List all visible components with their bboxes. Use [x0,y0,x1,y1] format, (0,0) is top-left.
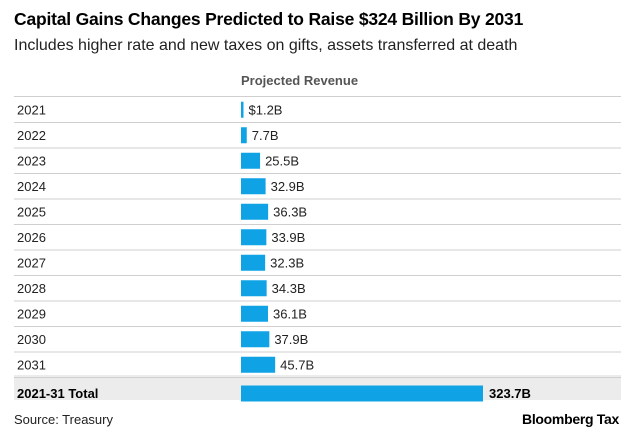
value-label: 32.9B [271,179,305,194]
value-label: 25.5B [265,153,299,168]
bar [241,280,267,297]
bar [241,203,269,220]
bar [241,356,276,373]
total-bar [241,385,483,402]
bar-chart: 2021 $1.2B 2022 7.7B 2023 25.5B 2024 32.9B 2025 3… [14,101,621,402]
category-label: 2025 [17,204,46,219]
bar [241,178,266,195]
bar [241,229,267,246]
category-label: 2028 [17,281,46,296]
bar [241,254,266,271]
chart-subtitle: Includes higher rate and new taxes on gi… [14,37,518,54]
bar [241,127,247,144]
bar [241,331,270,348]
bar [241,101,244,118]
value-label: $1.2B [249,102,283,117]
value-label: 32.3B [270,255,304,270]
category-label: 2031 [17,357,46,372]
brand-logo: Bloomberg Tax [522,411,619,427]
chart-title: Capital Gains Changes Predicted to Raise… [14,9,524,29]
value-label: 34.3B [272,281,306,296]
header-rule [14,96,621,97]
value-label: 45.7B [280,357,314,372]
value-label: 33.9B [271,230,305,245]
bar [241,305,268,322]
category-label: 2027 [17,255,46,270]
source-note: Source: Treasury [14,412,113,427]
value-label: 7.7B [252,128,279,143]
bar [241,152,261,169]
value-label: 36.3B [273,204,307,219]
category-label: 2024 [17,179,46,194]
value-label: 36.1B [273,306,307,321]
category-label: 2022 [17,128,46,143]
category-label: 2030 [17,332,46,347]
category-label: 2023 [17,153,46,168]
value-label: 37.9B [274,332,308,347]
column-header: Projected Revenue [241,73,359,88]
category-label: 2029 [17,306,46,321]
total-value-label: 323.7B [489,386,531,401]
category-label: 2021 [17,102,46,117]
total-label: 2021-31 Total [17,386,98,401]
category-label: 2026 [17,230,46,245]
